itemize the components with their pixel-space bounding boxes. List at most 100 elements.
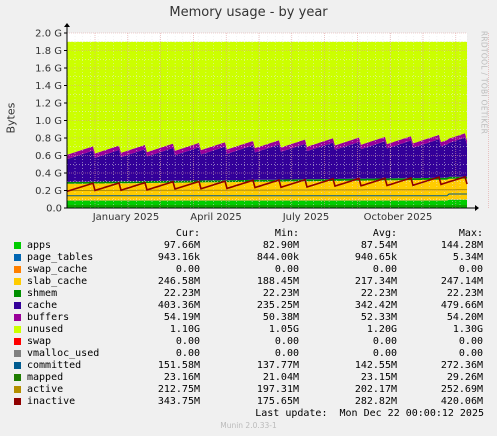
legend-min: 50.38M [262,312,299,323]
legend-row-swap-cache: swap_cache 0.00 0.00 0.00 0.00 [0,264,497,276]
y-tick-label: 1.8 G [35,46,62,57]
stacked-areas [67,41,467,208]
legend-swatch [14,266,21,273]
legend-name: unused [27,324,64,335]
legend-row-apps: apps 97.66M 82.90M 87.54M 144.28M [0,240,497,252]
area-cache [67,137,467,182]
legend-swatch [14,302,21,309]
y-tick-label: 0.0 [46,204,62,215]
legend-row-inactive: inactive 343.75M 175.65M 282.82M 420.06M [0,396,497,408]
legend-row-active: active 212.75M 197.31M 202.17M 252.69M [0,384,497,396]
legend-name: inactive [27,396,76,407]
memory-chart: 0.0 0.2 G 0.4 G 0.6 G 0.8 G 1.0 G 1.2 G 1.4 G 1.… [35,23,489,223]
legend-row-swap: swap 0.00 0.00 0.00 0.00 [0,336,497,348]
legend-max: 247.14M [440,276,483,287]
legend-max: 0.00 [458,336,483,347]
legend-cur: 0.00 [175,264,200,275]
legend-avg: 217.34M [354,276,397,287]
legend-avg: 1.20G [366,324,397,335]
y-tick-label: 1.0 G [35,116,62,127]
legend-avg: 0.00 [372,264,397,275]
legend-avg: 22.23M [360,288,397,299]
legend-max: 479.66M [440,300,483,311]
legend-row-page-tables: page_tables 943.16k 844.00k 940.65k 5.34M [0,252,497,264]
legend-swatch [14,362,21,369]
legend-avg: 342.42M [354,300,397,311]
legend-max: 420.06M [440,396,483,407]
legend-min: 0.00 [274,264,299,275]
legend-name: apps [27,240,52,251]
chart-title: Memory usage - by year [169,5,328,20]
y-tick-label: 0.2 G [35,186,62,197]
legend-name: mapped [27,372,64,383]
legend-avg: 940.65k [354,252,397,263]
y-axis-arrow [64,23,70,27]
legend-swatch [14,326,21,333]
legend-avg: 0.00 [372,348,397,359]
legend-name: vmalloc_used [27,348,100,359]
legend-cur: 23.16M [163,372,200,383]
legend-row-shmem: shmem 22.23M 22.23M 22.23M 22.23M [0,288,497,300]
legend-avg: 202.17M [354,384,397,395]
x-axis-arrow [475,205,479,211]
legend-name: cache [27,300,58,311]
legend-max: 0.00 [458,264,483,275]
legend-avg: 87.54M [360,240,397,251]
x-tick-label: January 2025 [92,212,160,223]
grid-lines [67,32,489,209]
legend-min: 175.65M [256,396,299,407]
y-tick-labels: 0.0 0.2 G 0.4 G 0.6 G 0.8 G 1.0 G 1.2 G 1.4 G 1.… [35,29,67,215]
legend-swatch [14,374,21,381]
legend-cur: 403.36M [157,300,200,311]
legend-max: 272.36M [440,360,483,371]
legend-min: 82.90M [262,240,299,251]
x-tick-label: October 2025 [364,212,433,223]
legend-swatch [14,398,21,405]
legend-name: page_tables [27,252,94,263]
legend-row-cache: cache 403.36M 235.25M 342.42M 479.66M [0,300,497,312]
legend-row-unused: unused 1.10G 1.05G 1.20G 1.30G [0,324,497,336]
legend-name: swap_cache [27,264,88,275]
legend-max: 144.28M [440,240,483,251]
line-active [67,189,467,191]
legend-min: 844.00k [256,252,299,263]
legend-swatch [14,386,21,393]
legend-avg: 52.33M [360,312,397,323]
line-inactive [66,175,468,193]
last-update: Last update: Mon Dec 22 00:00:12 2025 [255,408,484,419]
legend-header-max: Max: [458,228,483,239]
legend-max: 1.30G [452,324,483,335]
legend-header-avg: Avg: [372,228,397,239]
y-tick-label: 1.2 G [35,99,62,110]
legend-max: 0.00 [458,348,483,359]
legend-min: 1.05G [268,324,299,335]
legend-row-slab-cache: slab_cache 246.58M 188.45M 217.34M 247.14M [0,276,497,288]
legend-header-cur: Cur: [175,228,200,239]
footer-version: Munin 2.0.33-1 [220,421,277,430]
axes [64,23,479,211]
legend-cur: 97.66M [163,240,200,251]
legend-min: 188.45M [256,276,299,287]
legend-cur: 212.75M [157,384,200,395]
legend-max: 54.20M [446,312,483,323]
legend-header: Cur: Min: Avg: Max: [0,228,497,240]
legend-min: 197.31M [256,384,299,395]
area-buffers [67,133,467,160]
legend-name: swap [27,336,52,347]
area-shmem [67,176,467,184]
legend-swatch [14,242,21,249]
legend-row-vmalloc-used: vmalloc_used 0.00 0.00 0.00 0.00 [0,348,497,360]
y-tick-label: 1.6 G [35,64,62,75]
legend-swatch [14,290,21,297]
legend-swatch [14,350,21,357]
legend-name: shmem [27,288,58,299]
legend-swatch [14,338,21,345]
x-tick-label: April 2025 [190,212,241,223]
legend-avg: 0.00 [372,336,397,347]
legend-avg: 282.82M [354,396,397,407]
legend-row-buffers: buffers 54.19M 50.38M 52.33M 54.20M [0,312,497,324]
legend-min: 137.77M [256,360,299,371]
legend-min: 235.25M [256,300,299,311]
legend-swatch [14,314,21,321]
legend-row-committed: committed 151.58M 137.77M 142.55M 272.36M [0,360,497,372]
